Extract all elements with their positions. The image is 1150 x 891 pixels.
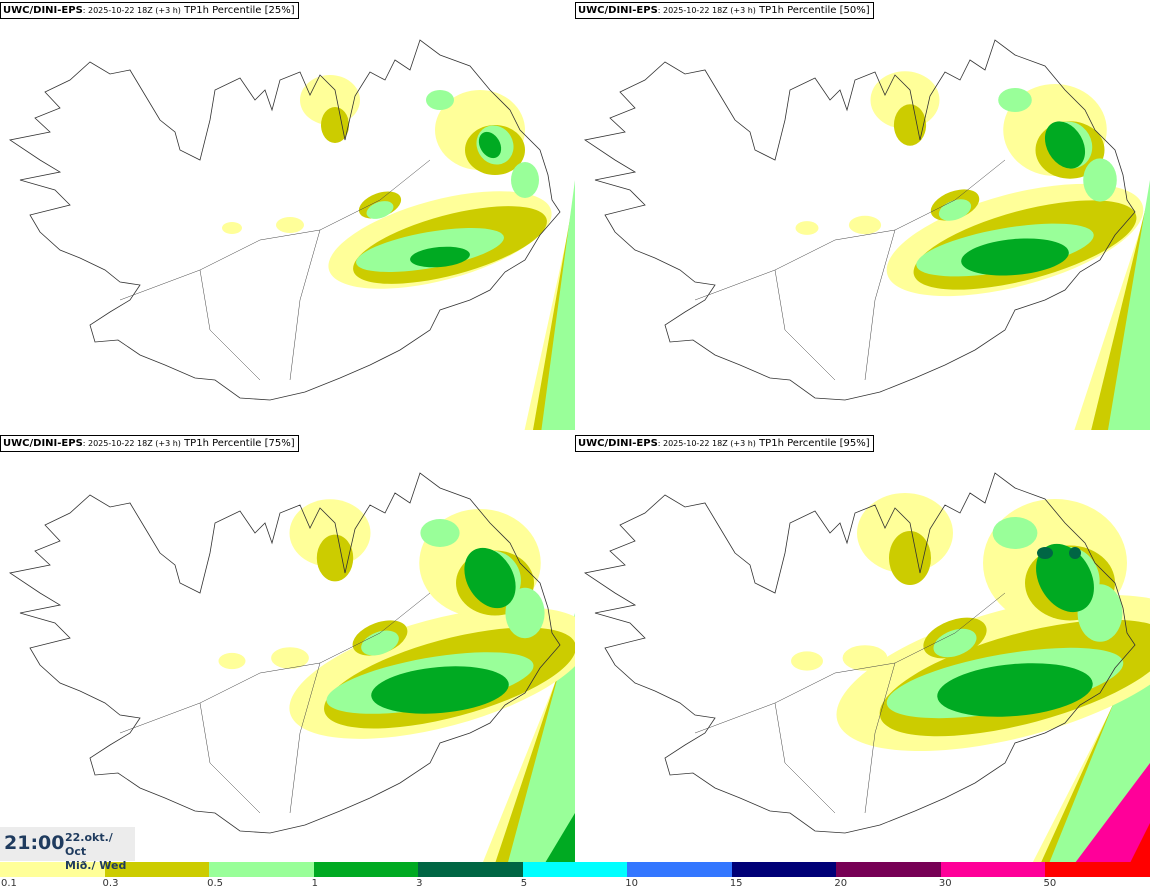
scale-swatch	[522, 862, 628, 877]
sea-precip-extreme	[1130, 823, 1150, 863]
panel-title: UWC/DINI-EPS: 2025-10-22 18Z (+3 h) TP1h…	[575, 435, 874, 452]
scale-swatch	[836, 862, 941, 877]
scale-swatch	[209, 862, 314, 877]
precip-01	[271, 647, 309, 669]
map-panel-p50: UWC/DINI-EPS: 2025-10-22 18Z (+3 h) TP1h…	[575, 0, 1150, 430]
precip-3	[1069, 547, 1081, 559]
valid-date-line1: 22.okt./ Oct	[65, 831, 113, 858]
map-panel-p75: UWC/DINI-EPS: 2025-10-22 18Z (+3 h) TP1h…	[0, 433, 575, 863]
map-panel-p25: UWC/DINI-EPS: 2025-10-22 18Z (+3 h) TP1h…	[0, 0, 575, 430]
precip-map	[8, 472, 575, 863]
precip-01	[791, 651, 823, 671]
precip-1	[371, 666, 509, 714]
sea-precip-band	[1108, 180, 1150, 430]
scale-label: 15	[729, 878, 743, 889]
precip-1	[478, 131, 502, 159]
scale-label: 1	[311, 878, 318, 889]
coastline	[8, 39, 561, 401]
precip-05	[998, 88, 1032, 112]
scale-swatch	[0, 862, 105, 877]
precip-05	[511, 162, 539, 198]
scale-swatch	[313, 862, 419, 877]
precip-05	[426, 90, 454, 110]
scale-swatch	[104, 862, 210, 877]
precip-01	[848, 215, 882, 235]
sea-precip-heavy	[545, 813, 575, 863]
valid-date-line2: Mið./ Wed	[65, 859, 127, 872]
precip-05	[420, 519, 460, 547]
scale-label: 50	[1043, 878, 1057, 889]
precip-1	[937, 663, 1093, 717]
precip-03	[889, 531, 931, 585]
precip-1	[1044, 121, 1086, 169]
precip-05	[366, 201, 394, 219]
scale-label: 10	[625, 878, 638, 889]
precip-1	[464, 547, 516, 609]
precip-01	[218, 652, 246, 670]
precip-01	[276, 217, 304, 233]
precip-map	[583, 472, 1150, 863]
scale-label: 20	[834, 878, 848, 889]
precip-map	[583, 39, 1150, 430]
precip-1	[961, 238, 1069, 276]
precip-03	[316, 534, 354, 582]
scale-label: 5	[520, 878, 528, 889]
scale-label: 0.5	[207, 878, 223, 889]
valid-date: 22.okt./ Oct Mið./ Wed	[65, 831, 135, 873]
map-panel-p95: UWC/DINI-EPS: 2025-10-22 18Z (+3 h) TP1h…	[575, 433, 1150, 863]
precip-01	[795, 221, 819, 235]
sea-precip-band	[541, 180, 575, 430]
coastline	[8, 472, 561, 834]
precip-03	[893, 104, 927, 146]
precip-05	[361, 630, 399, 656]
valid-time: 21:00	[4, 832, 65, 854]
precip-05	[505, 587, 545, 639]
road-lines	[119, 592, 431, 814]
precip-3	[1037, 547, 1053, 559]
precip-1	[1036, 543, 1094, 613]
scale-label: 0.1	[1, 878, 17, 889]
valid-time-box: 21:00 22.okt./ Oct Mið./ Wed	[0, 827, 135, 872]
scale-swatch	[1045, 862, 1150, 877]
precip-01	[222, 222, 242, 234]
scale-swatch	[731, 862, 837, 877]
scale-label: 3	[416, 878, 423, 889]
precip-05	[933, 628, 977, 658]
precip-map	[8, 39, 575, 430]
sea-precip-heavy	[1075, 763, 1150, 863]
panel-title: UWC/DINI-EPS: 2025-10-22 18Z (+3 h) TP1h…	[0, 435, 299, 452]
road-lines	[694, 159, 1006, 381]
coastline	[583, 39, 1136, 401]
precip-05	[938, 199, 972, 221]
scale-swatch	[940, 862, 1046, 877]
precip-1	[410, 246, 470, 268]
panel-title: UWC/DINI-EPS: 2025-10-22 18Z (+3 h) TP1h…	[0, 2, 299, 19]
scale-label: 30	[938, 878, 952, 889]
panel-title: UWC/DINI-EPS: 2025-10-22 18Z (+3 h) TP1h…	[575, 2, 874, 19]
coastline	[583, 472, 1136, 834]
precip-05	[1083, 158, 1117, 202]
scale-label: 0.3	[102, 878, 119, 889]
scale-swatch	[627, 862, 732, 877]
color-scale-bar	[0, 862, 1150, 877]
scale-swatch	[418, 862, 523, 877]
road-lines	[119, 159, 431, 381]
precip-01	[842, 645, 888, 671]
color-scale-labels: 0.1 0.3 0.5 1 3 5 10 15 20 30 50	[0, 877, 1150, 890]
precip-05	[992, 517, 1038, 549]
precip-03	[321, 107, 349, 143]
road-lines	[694, 592, 1006, 814]
